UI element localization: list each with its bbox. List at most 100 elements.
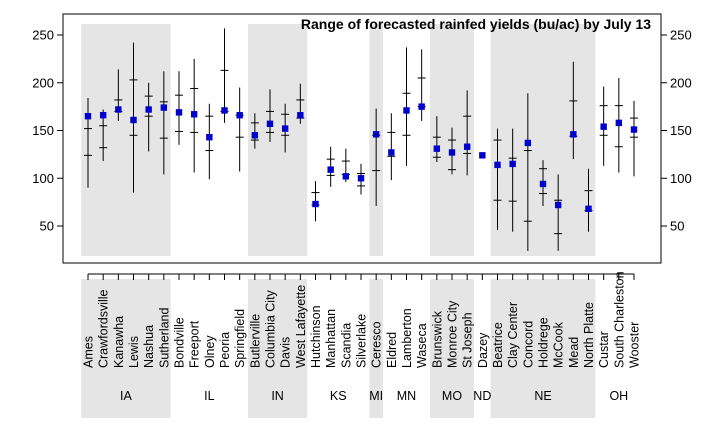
y-tick-label-right-100: 100 [670, 171, 692, 186]
point-butlerville [251, 132, 259, 139]
point-beatrice [494, 161, 501, 169]
site-label-beatrice: Beatrice [491, 322, 505, 368]
point-olney [206, 133, 213, 141]
site-label-monroe-city: Monroe City [446, 300, 460, 368]
point-manhattan [327, 166, 334, 173]
site-label-silverlake: Silverlake [355, 314, 369, 368]
state-label-ks: KS [330, 389, 347, 403]
y-tick-label-left-200: 200 [32, 75, 54, 90]
y-tick-label-left-100: 100 [32, 171, 54, 186]
site-label-lewis: Lewis [127, 336, 141, 368]
point-wooster [630, 126, 638, 133]
point-freeport [190, 111, 198, 118]
point-columbia-city [266, 120, 274, 128]
site-mark-olney [205, 103, 214, 180]
site-mark-manhattan [326, 146, 335, 187]
site-label-mccook: McCook [552, 321, 566, 368]
point-scandia [342, 173, 350, 180]
state-label-mi: MI [369, 389, 383, 403]
y-tick-label-right-200: 200 [670, 75, 692, 90]
site-label-columbia-city: Columbia City [264, 289, 278, 368]
point-peoria [221, 107, 228, 114]
site-label-mead: Mead [567, 337, 581, 368]
point-ames [84, 112, 92, 120]
site-label-west-lafayette: West Lafayette [294, 285, 308, 368]
point-nashua [145, 106, 152, 113]
site-label-clay-center: Clay Center [506, 302, 520, 368]
site-mark-holdrege [539, 160, 547, 206]
y-tick-label-right-250: 250 [670, 28, 692, 43]
point-eldred [388, 149, 395, 156]
state-label-band-ia [81, 279, 171, 418]
site-label-custar: Custar [597, 331, 611, 368]
site-mark-south-charleston [614, 77, 623, 173]
point-mccook [554, 201, 562, 209]
site-mark-sutherland [159, 71, 168, 175]
state-label-mn: MN [397, 389, 416, 403]
site-mark-dazey [479, 152, 486, 159]
site-labels: Ames Crawfordsville Kanawha Lewis Nashua Suth… [82, 271, 642, 368]
site-mark-brunswick [432, 116, 441, 163]
site-label-eldred: Eldred [385, 332, 399, 368]
site-mark-lewis [129, 42, 138, 193]
point-waseca [418, 103, 425, 110]
site-mark-columbia-city [266, 89, 274, 142]
site-mark-mead [569, 61, 578, 160]
site-mark-crawfordsville [99, 109, 108, 162]
site-mark-lamberton [402, 47, 411, 166]
state-label-band-mo [430, 279, 474, 418]
point-monroe-city [448, 149, 456, 156]
state-label-ia: IA [120, 389, 132, 403]
y-axis-left: 50 100 150 200 250 [32, 28, 64, 234]
site-label-bondville: Bondville [173, 317, 187, 368]
state-label-mo: MO [442, 389, 462, 403]
point-lamberton [403, 107, 410, 114]
site-mark-monroe-city [448, 127, 456, 175]
site-label-springfield: Springfield [233, 309, 247, 368]
site-label-dazey: Dazey [476, 332, 490, 368]
site-mark-custar [599, 86, 608, 166]
point-hutchinson [312, 200, 319, 208]
site-mark-st-joseph [463, 90, 472, 176]
point-sutherland [160, 104, 168, 111]
site-mark-ceresco [372, 108, 381, 206]
point-custar [600, 123, 607, 130]
state-label-in: IN [271, 389, 284, 403]
site-label-freeport: Freeport [188, 320, 202, 368]
state-label-oh: OH [609, 389, 628, 403]
x-axis [87, 273, 635, 280]
site-mark-concord [523, 93, 532, 251]
point-kanawha [115, 106, 122, 113]
point-lewis [130, 116, 137, 124]
site-label-south-charleston: South Charleston [612, 271, 626, 368]
state-label-ne: NE [534, 389, 551, 403]
site-mark-peoria [220, 28, 229, 123]
site-mark-mccook [554, 174, 563, 251]
state-label-band-in [248, 279, 308, 418]
site-label-brunswick: Brunswick [430, 310, 444, 368]
point-north-platte [585, 205, 592, 213]
point-holdrege [539, 180, 547, 188]
state-label-band-mi [369, 279, 383, 418]
point-west-lafayette [297, 112, 304, 119]
point-mead [570, 131, 577, 138]
y-tick-label-right-150: 150 [670, 123, 692, 138]
site-mark-clay-center [508, 128, 517, 232]
site-label-north-platte: North Platte [582, 302, 596, 368]
site-mark-eldred [387, 113, 396, 181]
site-label-davis: Davis [279, 337, 293, 368]
site-mark-kanawha [114, 69, 123, 121]
point-silverlake [357, 175, 365, 182]
point-springfield [236, 112, 243, 119]
state-label-band-ne [490, 279, 596, 418]
site-label-olney: Olney [203, 335, 217, 368]
site-label-nashua: Nashua [142, 325, 156, 368]
site-label-lamberton: Lamberton [400, 308, 414, 368]
site-label-waseca: Waseca [415, 323, 429, 368]
site-label-kanawha: Kanawha [112, 316, 126, 368]
site-label-holdrege: Holdrege [537, 317, 551, 368]
y-axis-right: 50 100 150 200 250 [660, 28, 692, 234]
site-label-concord: Concord [521, 321, 535, 368]
site-mark-waseca [417, 49, 426, 121]
site-label-st-joseph: St Joseph [461, 312, 475, 368]
